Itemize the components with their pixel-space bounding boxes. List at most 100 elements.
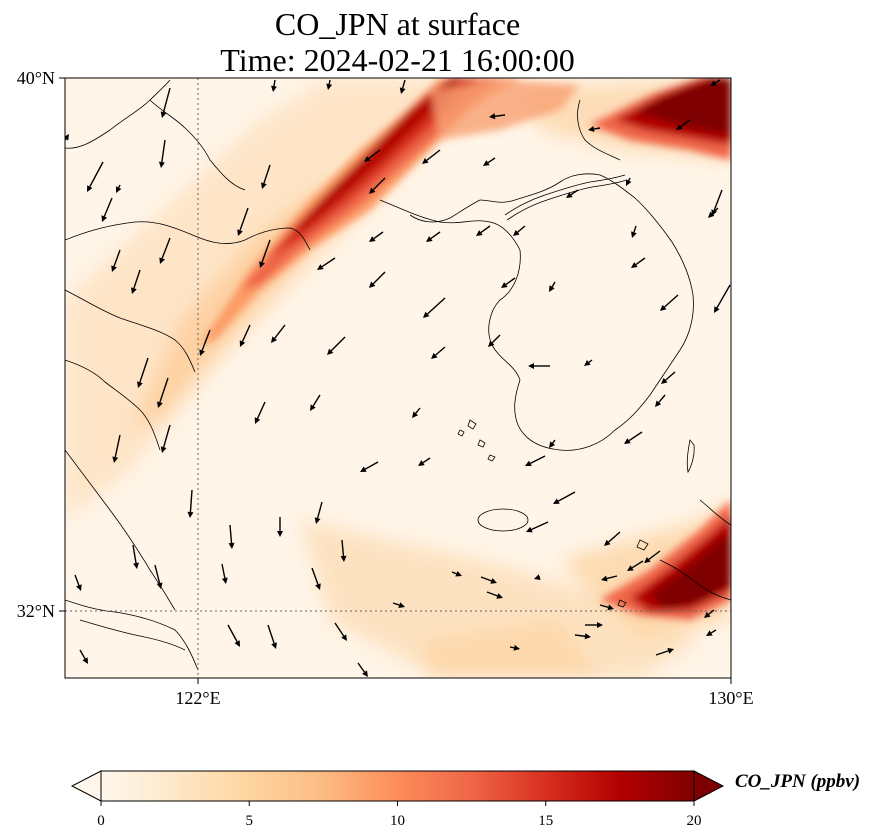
wind-arrow	[593, 127, 601, 130]
wind-arrow-head	[513, 644, 520, 651]
wind-arrow	[159, 377, 169, 403]
wind-arrow-head	[526, 526, 533, 533]
wind-arrow-head	[714, 306, 720, 313]
wind-arrow-head	[423, 311, 430, 318]
lat-label-32n: 32°N	[17, 601, 55, 621]
wind-arrow-head	[360, 466, 367, 472]
wind-arrow	[415, 407, 421, 414]
wind-arrow-head	[362, 670, 368, 677]
wind-arrow	[372, 177, 386, 191]
wind-arrow-head	[369, 281, 376, 288]
wind-arrow	[531, 521, 549, 531]
wind-arrow-head	[676, 124, 683, 130]
wind-arrow	[154, 564, 161, 584]
wind-arrow-head	[418, 460, 425, 466]
wind-arrow-head	[159, 257, 165, 264]
wind-arrow	[372, 271, 386, 285]
wind-arrow-head	[607, 604, 614, 611]
wind-arrow-head	[187, 511, 194, 518]
wind-arrow	[451, 571, 457, 575]
wind-arrow	[241, 324, 251, 342]
wind-arrow	[267, 624, 275, 644]
wind-arrow	[74, 574, 80, 586]
wind-arrow	[229, 524, 233, 544]
wind-arrow-head	[221, 577, 228, 584]
wind-arrow	[274, 324, 286, 339]
wind-arrow	[334, 622, 345, 637]
wind-arrow	[430, 231, 441, 240]
wind-arrow-head	[82, 657, 88, 664]
wind-arrow-head	[624, 438, 631, 444]
wind-arrow	[133, 269, 141, 289]
wind-arrow	[530, 455, 546, 464]
plot-frame	[64, 77, 732, 679]
wind-arrow	[494, 114, 506, 117]
wind-arrow-head	[528, 363, 534, 369]
colorbar-gradient	[101, 771, 694, 801]
wind-arrow	[328, 79, 331, 85]
wind-arrow-head	[111, 265, 117, 272]
wind-arrow-head	[431, 352, 438, 359]
wind-arrow-head	[158, 161, 165, 168]
wind-arrow	[708, 609, 715, 615]
wind-arrow-head	[315, 583, 321, 590]
wind-arrow	[710, 629, 717, 634]
colorbar-tick-label: 20	[687, 813, 702, 829]
wind-arrow	[162, 424, 171, 448]
colorbar-extend-min	[70, 770, 102, 802]
wind-arrow	[227, 624, 238, 643]
wind-arrow-head	[549, 285, 555, 292]
wind-vectors	[65, 79, 731, 677]
wind-arrow	[132, 544, 137, 564]
wind-arrow-head	[710, 80, 717, 86]
wind-arrow-head	[422, 157, 429, 164]
colorbar-tick-label: 15	[538, 813, 553, 829]
wind-arrow-head	[501, 282, 508, 288]
wind-arrow-head	[513, 229, 520, 236]
wind-arrow-head	[254, 417, 261, 424]
wind-arrow	[161, 237, 171, 259]
wind-arrow-head	[455, 570, 462, 577]
wind-arrow	[273, 79, 276, 87]
wind-arrow	[505, 277, 516, 286]
wind-arrow-head	[133, 562, 139, 569]
wind-arrow	[189, 489, 193, 513]
wind-arrow-head	[489, 113, 496, 120]
wind-arrow-head	[116, 186, 122, 193]
wind-arrow	[162, 87, 171, 113]
wind-arrow	[321, 257, 336, 268]
wind-arrow	[557, 491, 576, 502]
wind-arrow	[373, 231, 384, 240]
wind-arrow-head	[601, 575, 608, 582]
wind-arrow	[79, 649, 86, 660]
colorbar-tick-label: 10	[390, 813, 405, 829]
wind-arrow	[487, 157, 496, 164]
wind-arrow	[256, 401, 266, 419]
wind-arrow-head	[704, 611, 711, 618]
wind-arrow	[401, 79, 406, 89]
concentration-field	[65, 78, 731, 678]
colorbar-extend-max	[693, 770, 725, 802]
wind-arrow-head	[584, 360, 591, 366]
wind-arrow-head	[364, 156, 371, 162]
wind-arrow-head	[476, 230, 483, 236]
wind-arrow	[480, 225, 491, 234]
wind-arrow	[426, 149, 441, 161]
wind-arrow-head	[490, 578, 497, 584]
wind-arrow-head	[399, 87, 406, 94]
wind-arrow-head	[655, 400, 662, 407]
wind-arrow-head	[525, 460, 532, 466]
wind-arrow-head	[271, 642, 277, 649]
lon-label-130e: 130°E	[708, 688, 753, 708]
wind-arrow-head	[65, 134, 69, 141]
wind-arrow	[655, 650, 669, 656]
wind-arrow	[509, 646, 515, 649]
wind-arrow	[364, 461, 379, 470]
wind-arrow-head	[626, 179, 632, 186]
wind-arrow-head	[412, 411, 419, 418]
wind-arrow-head	[76, 584, 82, 591]
map-title-line2: Time: 2024-02-21 16:00:00	[220, 42, 575, 78]
wind-arrow	[263, 164, 271, 184]
wind-arrow	[628, 431, 643, 442]
wind-arrow	[139, 357, 149, 383]
